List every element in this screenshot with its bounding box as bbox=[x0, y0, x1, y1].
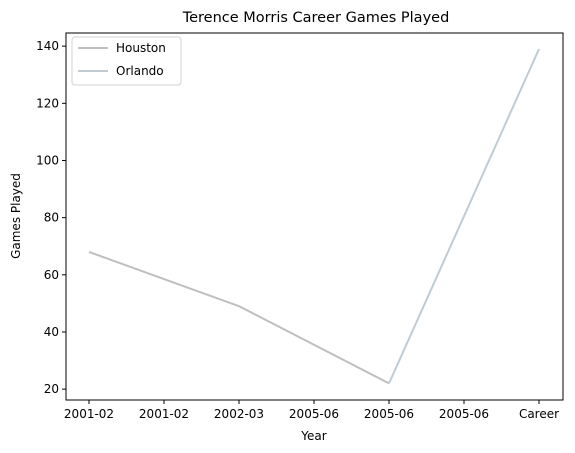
series-line-houston bbox=[88, 250, 390, 385]
y-tick-label: 40 bbox=[44, 325, 59, 339]
series-layer bbox=[88, 48, 540, 385]
y-tick-label: 20 bbox=[44, 382, 59, 396]
legend-label-orlando: Orlando bbox=[116, 64, 164, 78]
y-tick-label: 120 bbox=[36, 96, 59, 110]
x-tick-label: 2005-06 bbox=[439, 407, 489, 421]
y-tick-label: 80 bbox=[44, 211, 59, 225]
chart-title: Terence Morris Career Games Played bbox=[182, 10, 450, 26]
x-tick-label: 2005-06 bbox=[289, 407, 339, 421]
x-tick-label: Career bbox=[519, 407, 559, 421]
y-axis: 20 40 60 80 100 120 140 bbox=[36, 39, 66, 396]
x-tick-label: 2001-02 bbox=[139, 407, 189, 421]
y-tick-label: 60 bbox=[44, 268, 59, 282]
y-axis-label: Games Played bbox=[9, 173, 23, 259]
x-tick-label: 2005-06 bbox=[364, 407, 414, 421]
x-tick-label: 2001-02 bbox=[64, 407, 114, 421]
series-line-orlando bbox=[388, 48, 540, 384]
x-axis: 2001-02 2001-02 2002-03 2005-06 2005-06 2005-… bbox=[64, 400, 559, 421]
y-tick-label: 100 bbox=[36, 153, 59, 167]
y-tick-label: 140 bbox=[36, 39, 59, 53]
x-axis-label: Year bbox=[300, 429, 326, 443]
x-tick-label: 2002-03 bbox=[214, 407, 264, 421]
legend-label-houston: Houston bbox=[116, 41, 166, 55]
legend: Houston Orlando bbox=[71, 36, 182, 86]
